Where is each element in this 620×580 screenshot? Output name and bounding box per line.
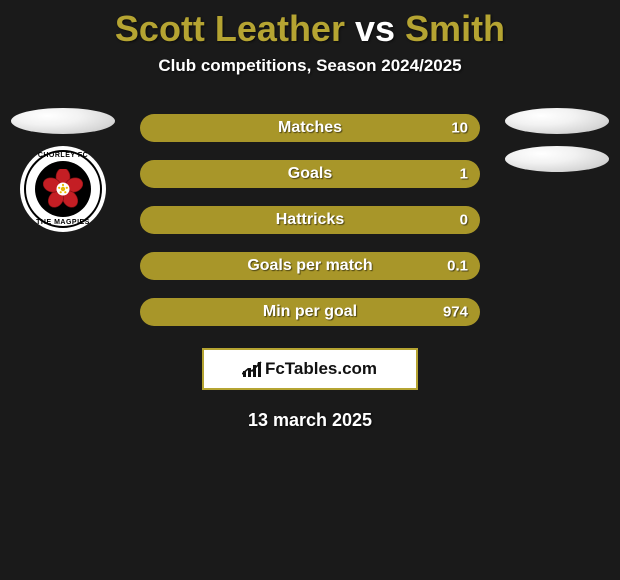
vs-text: vs [355, 8, 395, 49]
rose-icon [43, 169, 83, 209]
comparison-title: Scott Leather vs Smith [0, 0, 620, 50]
stat-row: Goals 1 [140, 160, 480, 188]
right-column [502, 108, 612, 172]
brand-box: FcTables.com [202, 348, 418, 390]
club2-placeholder-ellipse [505, 146, 609, 172]
content-area: CHORLEY FC THE MAGPIES [0, 114, 620, 431]
stat-label: Goals [288, 165, 332, 183]
player1-placeholder-ellipse [11, 108, 115, 134]
badge-top-text: CHORLEY FC [20, 152, 106, 159]
stat-right-value: 974 [443, 304, 468, 321]
stat-row: Matches 10 [140, 114, 480, 142]
stat-label: Matches [278, 119, 342, 137]
date-text: 13 march 2025 [0, 410, 620, 431]
badge-bottom-text: THE MAGPIES [20, 219, 106, 226]
stat-row: Hattricks 0 [140, 206, 480, 234]
stat-row: Min per goal 974 [140, 298, 480, 326]
player1-name: Scott Leather [115, 8, 345, 49]
stat-right-value: 1 [460, 166, 468, 183]
stat-right-value: 10 [451, 120, 468, 137]
club-badge-chorley: CHORLEY FC THE MAGPIES [20, 146, 106, 232]
stat-right-value: 0 [460, 212, 468, 229]
stats-list: Matches 10 Goals 1 Hattricks 0 Goals per match… [140, 114, 480, 326]
stat-row: Goals per match 0.1 [140, 252, 480, 280]
left-column: CHORLEY FC THE MAGPIES [8, 108, 118, 232]
stat-label: Min per goal [263, 303, 357, 321]
player2-name: Smith [405, 8, 505, 49]
badge-inner [35, 161, 91, 217]
player2-placeholder-ellipse [505, 108, 609, 134]
brand-text: FcTables.com [265, 359, 377, 379]
bars-chart-icon [243, 361, 261, 377]
stat-label: Hattricks [276, 211, 344, 229]
stat-label: Goals per match [247, 257, 372, 275]
stat-right-value: 0.1 [447, 258, 468, 275]
subtitle: Club competitions, Season 2024/2025 [0, 56, 620, 76]
